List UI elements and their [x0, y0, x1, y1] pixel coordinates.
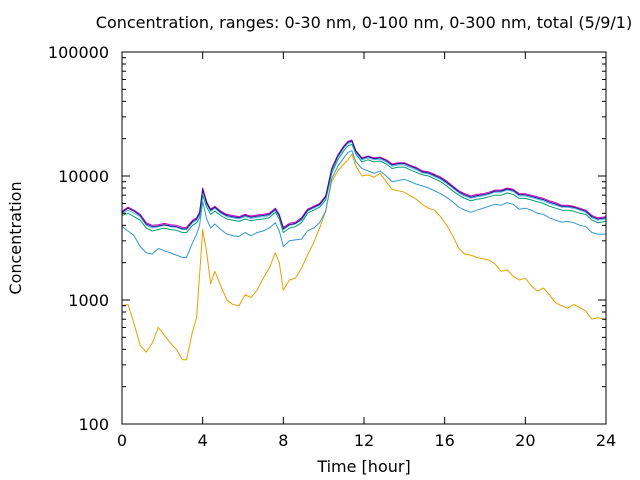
chart-title: Concentration, ranges: 0-30 nm, 0-100 nm…	[96, 13, 632, 32]
series-line-1	[121, 150, 606, 258]
series-line-5	[121, 140, 607, 230]
plot-lines	[121, 139, 607, 361]
y-axis: 100 1000 10000 100000	[48, 43, 606, 434]
y-tick-label: 1000	[68, 291, 109, 310]
x-tick-label: 24	[596, 431, 616, 450]
y-tick-label: 10000	[58, 167, 109, 186]
x-tick-label: 8	[278, 431, 288, 450]
x-axis-title: Time [hour]	[316, 457, 410, 476]
series-line-2	[121, 143, 607, 233]
series-line-3	[121, 141, 607, 230]
series-line-4	[121, 139, 607, 228]
series-line-0	[121, 153, 607, 361]
y-tick-label: 100	[78, 415, 109, 434]
y-axis-title: Concentration	[6, 181, 25, 294]
x-tick-label: 16	[434, 431, 454, 450]
x-tick-label: 0	[117, 431, 127, 450]
y-tick-label: 100000	[48, 43, 109, 62]
x-tick-label: 20	[515, 431, 535, 450]
x-tick-label: 12	[354, 431, 374, 450]
x-tick-label: 4	[198, 431, 208, 450]
x-axis: 0 4 8 12 16 20 24	[117, 52, 616, 450]
